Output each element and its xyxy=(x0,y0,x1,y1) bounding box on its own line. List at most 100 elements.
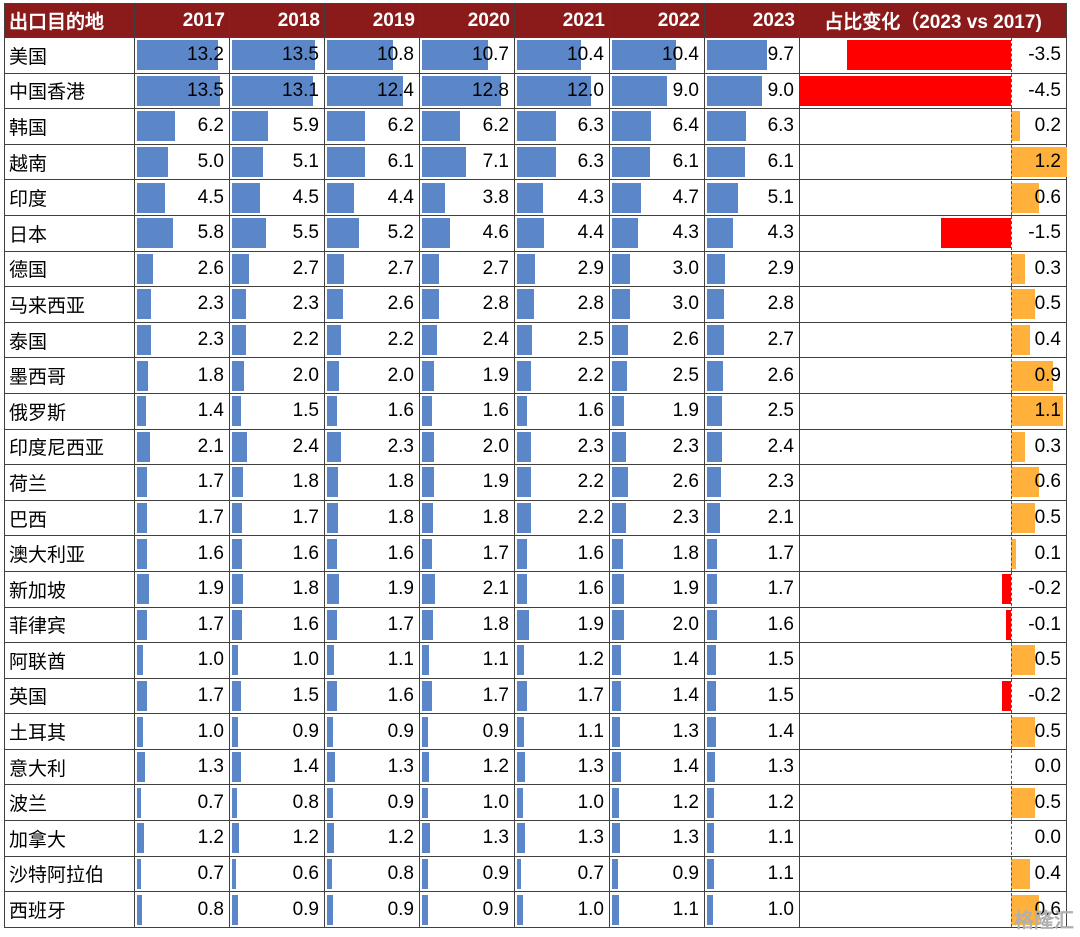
share-value: 1.2 xyxy=(387,827,414,849)
header-country: 出口目的地 xyxy=(4,3,135,38)
share-bar xyxy=(327,289,343,320)
zero-axis-line xyxy=(1011,358,1012,393)
value-cell: 1.2 xyxy=(419,748,515,786)
value-cell: 2.8 xyxy=(514,286,610,323)
share-value: 6.1 xyxy=(767,151,794,173)
value-cell: 1.7 xyxy=(134,677,230,715)
value-cell-inner: 1.0 xyxy=(135,643,229,677)
change-cell: 0.5 xyxy=(799,642,1067,679)
share-value: 5.1 xyxy=(292,151,319,173)
share-value: 4.3 xyxy=(577,186,604,208)
value-cell: 2.7 xyxy=(324,250,420,288)
value-cell-inner: 1.7 xyxy=(515,679,609,713)
share-bar xyxy=(422,325,437,356)
country-label: 德国 xyxy=(4,250,135,288)
value-cell: 6.1 xyxy=(609,143,705,181)
change-value: 0.4 xyxy=(1034,329,1061,351)
change-value: 0.5 xyxy=(1034,507,1061,529)
share-bar xyxy=(422,858,428,889)
share-value: 1.7 xyxy=(767,578,794,600)
value-cell-inner: 0.7 xyxy=(135,786,229,820)
value-cell: 2.5 xyxy=(609,357,705,394)
change-cell-inner: -3.5 xyxy=(800,38,1066,73)
value-cell: 1.5 xyxy=(229,392,325,430)
value-cell: 4.3 xyxy=(704,214,800,252)
value-cell: 2.1 xyxy=(704,499,800,537)
value-cell: 1.6 xyxy=(324,392,420,430)
share-value: 1.2 xyxy=(577,649,604,671)
share-value: 0.8 xyxy=(197,898,224,920)
value-cell-inner: 1.0 xyxy=(420,786,514,820)
value-cell-inner: 0.9 xyxy=(420,893,514,927)
share-bar xyxy=(517,645,525,676)
share-bar xyxy=(612,218,639,249)
value-cell: 2.9 xyxy=(704,250,800,288)
change-bar xyxy=(1001,680,1011,711)
share-value: 2.7 xyxy=(387,257,414,279)
change-cell: 0.1 xyxy=(799,535,1067,572)
value-cell: 1.0 xyxy=(134,713,230,750)
value-cell-inner: 6.2 xyxy=(135,109,229,143)
value-cell: 1.7 xyxy=(324,606,420,644)
share-bar xyxy=(517,253,535,284)
value-cell-inner: 1.6 xyxy=(515,537,609,571)
value-cell: 1.7 xyxy=(419,677,515,715)
share-bar xyxy=(707,503,720,534)
value-cell-inner: 0.9 xyxy=(420,857,514,891)
change-cell-inner: 0.6 xyxy=(800,465,1066,500)
share-bar xyxy=(422,752,430,783)
zero-axis-line xyxy=(1011,73,1012,108)
change-cell: -4.5 xyxy=(799,72,1067,110)
value-cell-inner: 1.3 xyxy=(705,750,799,784)
value-cell: 1.6 xyxy=(324,535,420,572)
value-cell: 0.8 xyxy=(324,855,420,893)
table-row: 巴西 1.7 1.7 1.8 1.8 2.2 2.3 2.1 0.5 xyxy=(4,499,1067,537)
share-bar xyxy=(232,111,269,142)
share-value: 1.8 xyxy=(387,471,414,493)
change-bar xyxy=(1011,360,1054,391)
change-bar xyxy=(1011,253,1026,284)
share-bar xyxy=(137,538,147,569)
value-cell-inner: 1.4 xyxy=(610,643,704,677)
value-cell-inner: 1.6 xyxy=(515,394,609,428)
share-value: 9.0 xyxy=(672,79,699,101)
share-bar xyxy=(137,182,165,213)
share-bar xyxy=(327,752,335,783)
share-bar xyxy=(422,538,433,569)
share-value: 6.1 xyxy=(672,151,699,173)
share-value: 2.2 xyxy=(577,507,604,529)
share-bar xyxy=(137,396,146,427)
share-value: 5.9 xyxy=(292,115,319,137)
zero-axis-line xyxy=(1011,251,1012,286)
share-value: 2.8 xyxy=(767,293,794,315)
value-cell-inner: 2.7 xyxy=(420,252,514,286)
change-cell-inner: -4.5 xyxy=(799,73,1066,108)
value-cell: 1.1 xyxy=(704,855,800,893)
value-cell: 9.7 xyxy=(704,37,800,74)
share-bar xyxy=(232,894,238,925)
value-cell-inner: 12.4 xyxy=(325,74,419,108)
value-cell-inner: 6.2 xyxy=(420,109,514,143)
value-cell: 1.5 xyxy=(704,677,800,715)
share-value: 1.6 xyxy=(292,613,319,635)
country-label: 荷兰 xyxy=(4,464,135,501)
table-row: 印度 4.5 4.5 4.4 3.8 4.3 4.7 5.1 0.6 xyxy=(4,179,1067,216)
share-value: 2.6 xyxy=(197,257,224,279)
share-bar xyxy=(327,147,365,178)
share-value: 2.6 xyxy=(672,329,699,351)
share-bar xyxy=(612,40,676,71)
share-bar xyxy=(612,858,618,889)
value-cell-inner: 1.6 xyxy=(135,537,229,571)
table-row: 意大利 1.3 1.4 1.3 1.2 1.3 1.4 1.3 0.0 xyxy=(4,748,1067,786)
share-bar xyxy=(232,574,244,605)
value-cell-inner: 4.3 xyxy=(610,216,704,250)
share-bar xyxy=(517,360,531,391)
value-cell-inner: 2.3 xyxy=(610,430,704,464)
share-bar xyxy=(137,111,176,142)
share-bar xyxy=(232,609,242,640)
share-value: 1.7 xyxy=(197,471,224,493)
share-value: 2.3 xyxy=(672,435,699,457)
change-value: 0.5 xyxy=(1034,791,1061,813)
value-cell: 5.5 xyxy=(229,214,325,252)
share-bar xyxy=(612,360,628,391)
